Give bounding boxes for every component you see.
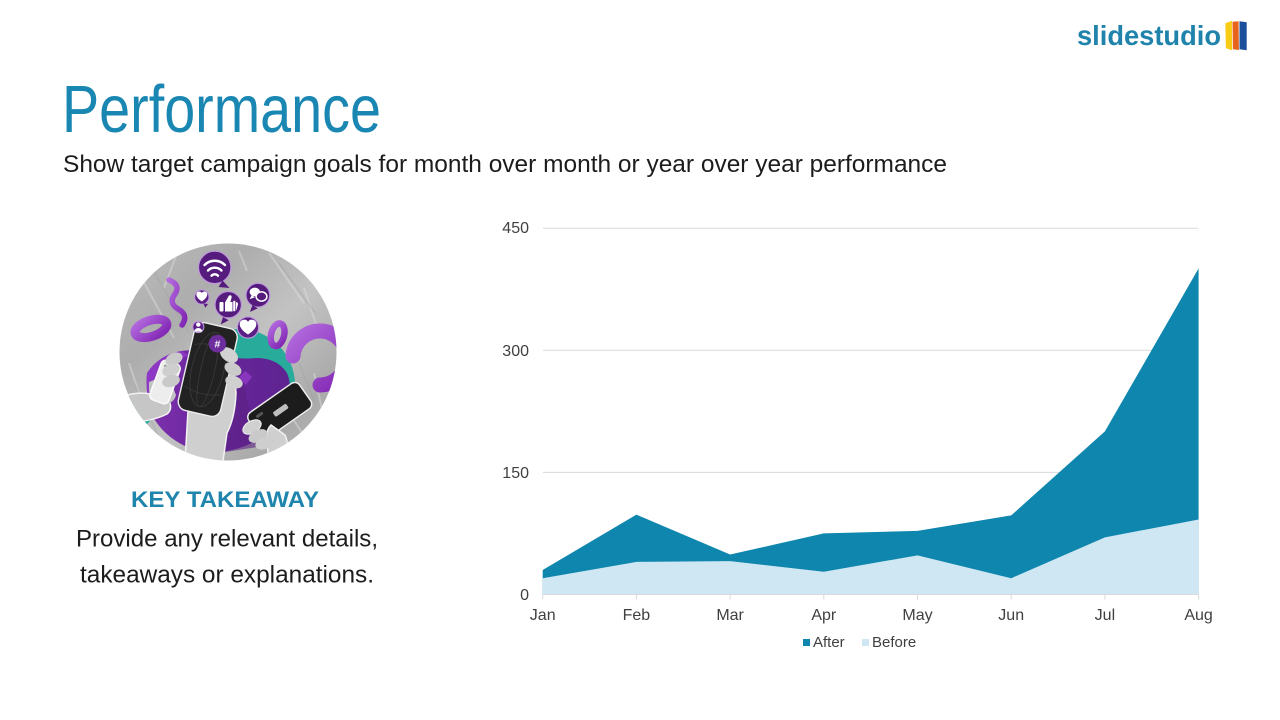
svg-text:Mar: Mar: [716, 607, 744, 624]
svg-text:Feb: Feb: [623, 607, 651, 624]
svg-text:0: 0: [520, 587, 529, 604]
svg-text:Jan: Jan: [530, 607, 556, 624]
svg-text:300: 300: [502, 343, 529, 360]
svg-text:#: #: [214, 338, 220, 350]
svg-text:takeaways or explanations.: takeaways or explanations.: [80, 562, 374, 589]
svg-text:Apr: Apr: [811, 607, 837, 624]
svg-text:May: May: [902, 607, 932, 624]
svg-text:Performance: Performance: [62, 72, 381, 147]
svg-text:150: 150: [502, 465, 529, 482]
svg-text:Before: Before: [872, 634, 916, 651]
svg-text:Jun: Jun: [998, 607, 1024, 624]
svg-text:After: After: [813, 634, 845, 651]
svg-text:slidestudio: slidestudio: [1077, 20, 1221, 51]
svg-text:Provide any relevant details,: Provide any relevant details,: [76, 526, 378, 553]
svg-text:KEY TAKEAWAY: KEY TAKEAWAY: [131, 487, 319, 512]
svg-text:450: 450: [502, 220, 529, 237]
svg-text:Aug: Aug: [1184, 607, 1212, 624]
svg-text:Show target campaign goals for: Show target campaign goals for month ove…: [63, 151, 947, 178]
svg-text:Jul: Jul: [1095, 607, 1115, 624]
